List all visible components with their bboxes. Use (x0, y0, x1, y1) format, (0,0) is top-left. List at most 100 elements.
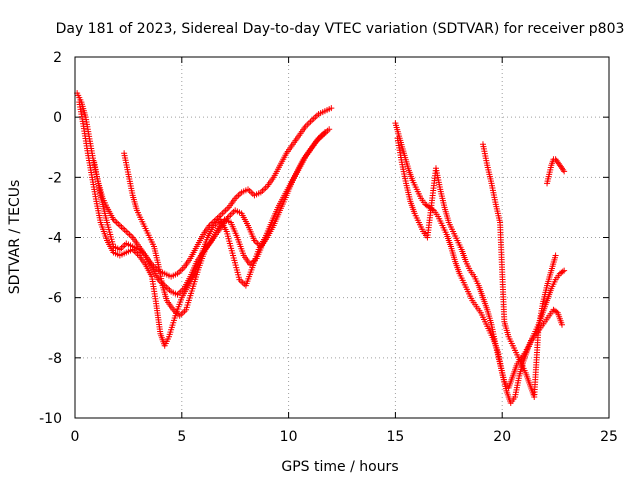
data-point-fill (440, 224, 449, 236)
x-tick-label: 5 (177, 429, 186, 445)
data-point-fill (493, 345, 503, 365)
data-point-fill (459, 248, 469, 263)
data-point-fill (421, 230, 430, 239)
data-point-fill (442, 206, 452, 224)
data-point-fill (483, 320, 492, 332)
data-point-fill (532, 323, 541, 335)
data-point-fill (182, 257, 193, 269)
data-point-fill (124, 229, 135, 239)
data-series (394, 135, 568, 391)
data-point (328, 105, 335, 112)
x-tick-label: 0 (71, 429, 80, 445)
data-point-fill (245, 224, 257, 242)
data-point-fill (100, 197, 109, 209)
data-point-fill (502, 380, 511, 389)
data-point-fill (208, 217, 218, 227)
data-point-fill (523, 371, 533, 386)
data-point-fill (484, 164, 494, 185)
data-point (326, 126, 333, 133)
data-point-fill (519, 363, 528, 374)
data-point-fill (214, 211, 224, 221)
data-point-fill (488, 182, 499, 206)
data-point-fill (131, 248, 141, 258)
data-point-fill (190, 266, 202, 290)
data-point-fill (551, 307, 560, 315)
data-point-fill (151, 245, 161, 266)
data-point-fill (125, 173, 136, 197)
data-point-fill (290, 167, 302, 182)
data-point-fill (461, 281, 470, 293)
data-point-fill (223, 217, 232, 225)
data-point-fill (324, 106, 333, 114)
data-point-fill (240, 187, 249, 195)
data-point-fill (139, 218, 148, 230)
data-point-fill (497, 363, 507, 383)
data-point-fill (80, 125, 91, 154)
data-points (74, 90, 568, 406)
data-point-fill (149, 266, 161, 281)
data-point-fill (393, 122, 403, 140)
data-point-fill (238, 278, 248, 288)
data-point-fill (419, 197, 427, 206)
data-point-fill (519, 350, 528, 359)
data-point (266, 228, 273, 235)
data-point-fill (558, 268, 566, 276)
data-point-fill (121, 152, 131, 175)
data-point-fill (501, 320, 511, 338)
data-point-fill (466, 290, 475, 302)
data-point-fill (303, 146, 314, 158)
data-point-fill (170, 271, 179, 279)
data-series (91, 129, 328, 298)
data-point-fill (493, 203, 503, 224)
data-point-fill (271, 209, 283, 227)
chart-title: Day 181 of 2023, Sidereal Day-to-day VTE… (56, 21, 625, 37)
y-tick-label: -4 (48, 231, 62, 247)
data-point-fill (457, 272, 466, 284)
data-series (76, 99, 333, 349)
data-point-fill (451, 230, 460, 242)
data-point-fill (544, 269, 554, 287)
data-point-fill (171, 308, 182, 318)
data-point-fill (269, 206, 281, 224)
data-point-fill (463, 260, 473, 272)
data-point-fill (212, 217, 222, 227)
data-point-fill (265, 176, 276, 188)
data-series (121, 150, 273, 319)
data-point-fill (414, 188, 423, 200)
data-point-fill (408, 200, 417, 215)
data-point-fill (75, 92, 84, 103)
y-tick-label: -10 (39, 411, 62, 427)
data-point-fill (125, 241, 134, 249)
data-point-fill (480, 143, 490, 166)
data-point (561, 267, 568, 274)
data-point-fill (143, 263, 154, 278)
data-point-fill (149, 276, 159, 305)
data-point-fill (515, 354, 524, 365)
data-point-fill (143, 227, 152, 239)
data-point-fill (98, 194, 110, 224)
data-series (479, 141, 559, 400)
data-point-fill (291, 134, 301, 146)
data-point-fill (548, 254, 558, 272)
data-point-fill (182, 275, 193, 290)
data-point-fill (476, 284, 486, 299)
data-point-fill (540, 284, 550, 305)
data-point-fill (176, 266, 186, 276)
plot-frame (74, 56, 610, 419)
data-point-fill (137, 254, 148, 266)
data-point-fill (497, 221, 508, 323)
data-point-fill (188, 245, 199, 260)
x-tick-label: 25 (600, 429, 618, 445)
data-point-fill (478, 311, 488, 323)
data-point-fill (196, 248, 208, 269)
data-point-fill (163, 271, 172, 279)
data-point-fill (220, 205, 231, 215)
data-point-fill (544, 287, 554, 302)
data-point-fill (118, 250, 128, 258)
data-point-fill (437, 188, 447, 209)
data-point-fill (510, 362, 520, 377)
data-point-fill (317, 109, 326, 117)
data-point-fill (278, 152, 289, 167)
data-series (544, 156, 568, 187)
data-point-fill (254, 242, 266, 260)
